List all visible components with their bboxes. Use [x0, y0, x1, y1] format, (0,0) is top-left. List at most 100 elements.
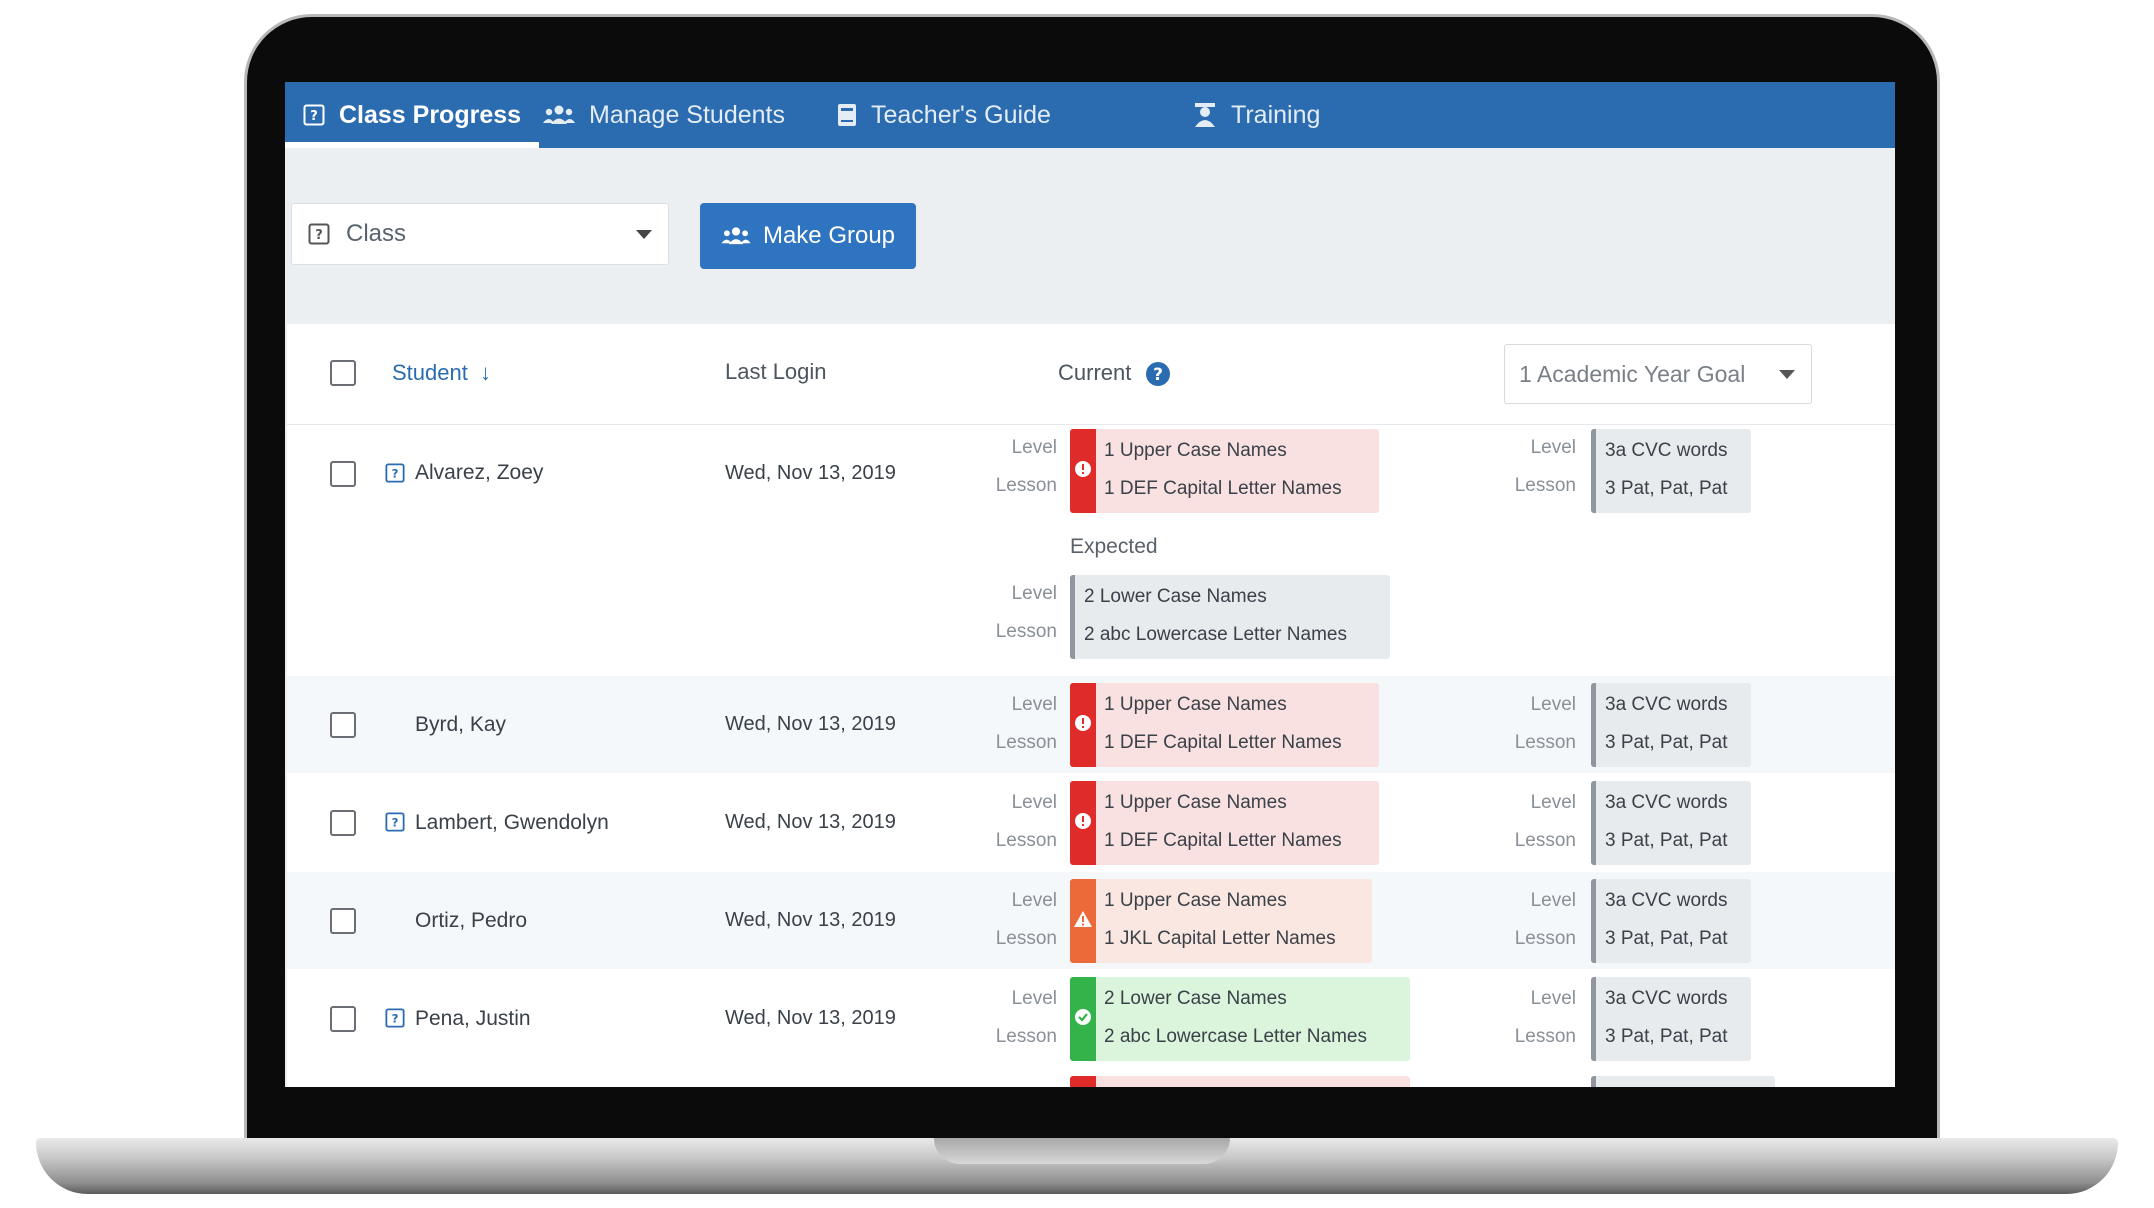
lesson-label: Lesson — [1514, 1026, 1576, 1047]
make-group-button[interactable]: Make Group — [700, 203, 916, 269]
goal-lesson: 3 Pat, Pat, Pat — [1605, 928, 1728, 949]
current-chip[interactable]: 1 Upper Case Names 1 JKL Capital Letter … — [1070, 879, 1372, 963]
tab-label: Training — [1231, 100, 1321, 129]
row-checkbox[interactable] — [330, 908, 356, 934]
expected-lesson: 2 abc Lowercase Letter Names — [1084, 624, 1347, 645]
level-label: Level — [1011, 988, 1057, 1009]
goal-select[interactable]: 1 Academic Year Goal — [1504, 344, 1812, 404]
current-lesson: 1 DEF Capital Letter Names — [1104, 830, 1342, 851]
expected-level: 2 Lower Case Names — [1084, 586, 1267, 607]
arrow-down-icon: ↓ — [479, 360, 491, 385]
level-label: Level — [1530, 890, 1576, 911]
level-label: Level — [1530, 792, 1576, 813]
lesson-label: Lesson — [995, 928, 1057, 949]
goal-lesson: 3 Pat, Pat, Pat — [1605, 478, 1728, 499]
table-row: ? Pena, Justin Wed, Nov 13, 2019 Level L… — [287, 970, 1895, 1067]
current-lesson: 1 DEF Capital Letter Names — [1104, 478, 1342, 499]
goal-chip: 3a CVC words 3 Pat, Pat, Pat — [1591, 977, 1751, 1061]
student-name[interactable]: Lambert, Gwendolyn — [415, 811, 609, 834]
lesson-label: Lesson — [1514, 475, 1576, 496]
question-square-icon[interactable]: ? — [385, 463, 405, 483]
goal-select-value: 1 Academic Year Goal — [1519, 360, 1746, 387]
current-chip — [1070, 1076, 1410, 1087]
student-header-label: Student — [392, 360, 468, 385]
warning-triangle-icon — [1073, 910, 1093, 933]
users-icon — [543, 104, 575, 126]
row-checkbox[interactable] — [330, 810, 356, 836]
goal-lesson: 3 Pat, Pat, Pat — [1605, 732, 1728, 753]
class-select[interactable]: ? Class — [291, 203, 669, 265]
current-lesson: 2 abc Lowercase Letter Names — [1104, 1026, 1367, 1047]
select-all-checkbox[interactable] — [330, 360, 356, 386]
current-header-label: Current — [1058, 360, 1132, 385]
last-login: Wed, Nov 13, 2019 — [725, 909, 896, 931]
expected-label: Expected — [1070, 535, 1158, 558]
svg-text:?: ? — [315, 228, 323, 243]
current-chip[interactable]: 1 Upper Case Names 1 DEF Capital Letter … — [1070, 683, 1379, 767]
student-name[interactable]: Ortiz, Pedro — [415, 909, 528, 932]
tab-class-progress[interactable]: ? Class Progress — [303, 82, 521, 148]
lesson-label: Lesson — [995, 621, 1057, 642]
question-square-icon: ? — [303, 104, 325, 126]
table-row: ? Lambert, Gwendolyn Wed, Nov 13, 2019 L… — [287, 774, 1895, 871]
student-name[interactable]: Alvarez, Zoey — [415, 461, 544, 484]
question-square-icon[interactable]: ? — [385, 812, 405, 832]
current-header: Current ? — [1058, 360, 1171, 387]
row-checkbox[interactable] — [330, 1006, 356, 1032]
student-name[interactable]: Byrd, Kay — [415, 713, 507, 736]
level-label: Level — [1530, 988, 1576, 1009]
question-square-icon[interactable]: ? — [385, 1008, 405, 1028]
tab-training[interactable]: Training — [1193, 82, 1320, 148]
app-screen: ? Class Progress Manage Students Teacher… — [285, 82, 1895, 1087]
tab-manage-students[interactable]: Manage Students — [543, 82, 785, 148]
tab-teachers-guide[interactable]: Teacher's Guide — [837, 82, 1051, 148]
laptop-notch — [934, 1138, 1230, 1164]
current-level: 1 Upper Case Names — [1104, 440, 1287, 461]
current-chip[interactable]: 1 Upper Case Names 1 DEF Capital Letter … — [1070, 429, 1379, 513]
alert-circle-icon — [1074, 460, 1092, 483]
lesson-label: Lesson — [1514, 928, 1576, 949]
current-level: 1 Upper Case Names — [1104, 792, 1287, 813]
goal-chip: 3a CVC words 3 Pat, Pat, Pat — [1591, 879, 1751, 963]
goal-chip: 3a CVC words 3 Pat, Pat, Pat — [1591, 683, 1751, 767]
goal-level: 3a CVC words — [1605, 440, 1728, 461]
tab-label: Class Progress — [339, 100, 522, 129]
table-row: Byrd, Kay Wed, Nov 13, 2019 Level Lesson… — [287, 676, 1895, 773]
check-circle-icon — [1074, 1008, 1092, 1031]
current-chip[interactable]: 2 Lower Case Names 2 abc Lowercase Lette… — [1070, 977, 1410, 1061]
alert-circle-icon — [1074, 812, 1092, 835]
table-header: Student ↓ Last Login Current ? 1 Academi… — [287, 324, 1895, 425]
help-icon[interactable]: ? — [1145, 361, 1171, 387]
question-square-icon: ? — [308, 223, 330, 245]
goal-chip: 3a CVC words 3 Pat, Pat, Pat — [1591, 781, 1751, 865]
trainer-icon — [1193, 102, 1217, 128]
current-lesson: 1 JKL Capital Letter Names — [1104, 928, 1336, 949]
tab-label: Teacher's Guide — [871, 100, 1051, 129]
alert-circle-icon — [1074, 714, 1092, 737]
last-login-header: Last Login — [725, 359, 827, 384]
last-login: Wed, Nov 13, 2019 — [725, 462, 896, 484]
sort-student-header[interactable]: Student ↓ — [392, 360, 491, 386]
row-checkbox[interactable] — [330, 461, 356, 487]
users-icon — [721, 226, 751, 246]
last-login: Wed, Nov 13, 2019 — [725, 713, 896, 735]
current-lesson: 1 DEF Capital Letter Names — [1104, 732, 1342, 753]
goal-level: 3a CVC words — [1605, 792, 1728, 813]
student-name[interactable]: Pena, Justin — [415, 1007, 531, 1030]
row-checkbox[interactable] — [330, 712, 356, 738]
top-navigation: ? Class Progress Manage Students Teacher… — [285, 82, 1895, 148]
svg-text:?: ? — [392, 467, 399, 481]
goal-chip: 3a CVC words 3 Pat, Pat, Pat — [1591, 429, 1751, 513]
goal-lesson: 3 Pat, Pat, Pat — [1605, 830, 1728, 851]
svg-text:?: ? — [392, 1012, 399, 1026]
current-chip[interactable]: 1 Upper Case Names 1 DEF Capital Letter … — [1070, 781, 1379, 865]
lesson-label: Lesson — [995, 1026, 1057, 1047]
last-login: Wed, Nov 13, 2019 — [725, 1007, 896, 1029]
level-label: Level — [1530, 437, 1576, 458]
level-label: Level — [1011, 437, 1057, 458]
lesson-label: Lesson — [1514, 830, 1576, 851]
lesson-label: Lesson — [995, 475, 1057, 496]
chevron-down-icon — [1779, 370, 1795, 379]
goal-level: 3a CVC words — [1605, 890, 1728, 911]
svg-text:?: ? — [310, 109, 318, 124]
